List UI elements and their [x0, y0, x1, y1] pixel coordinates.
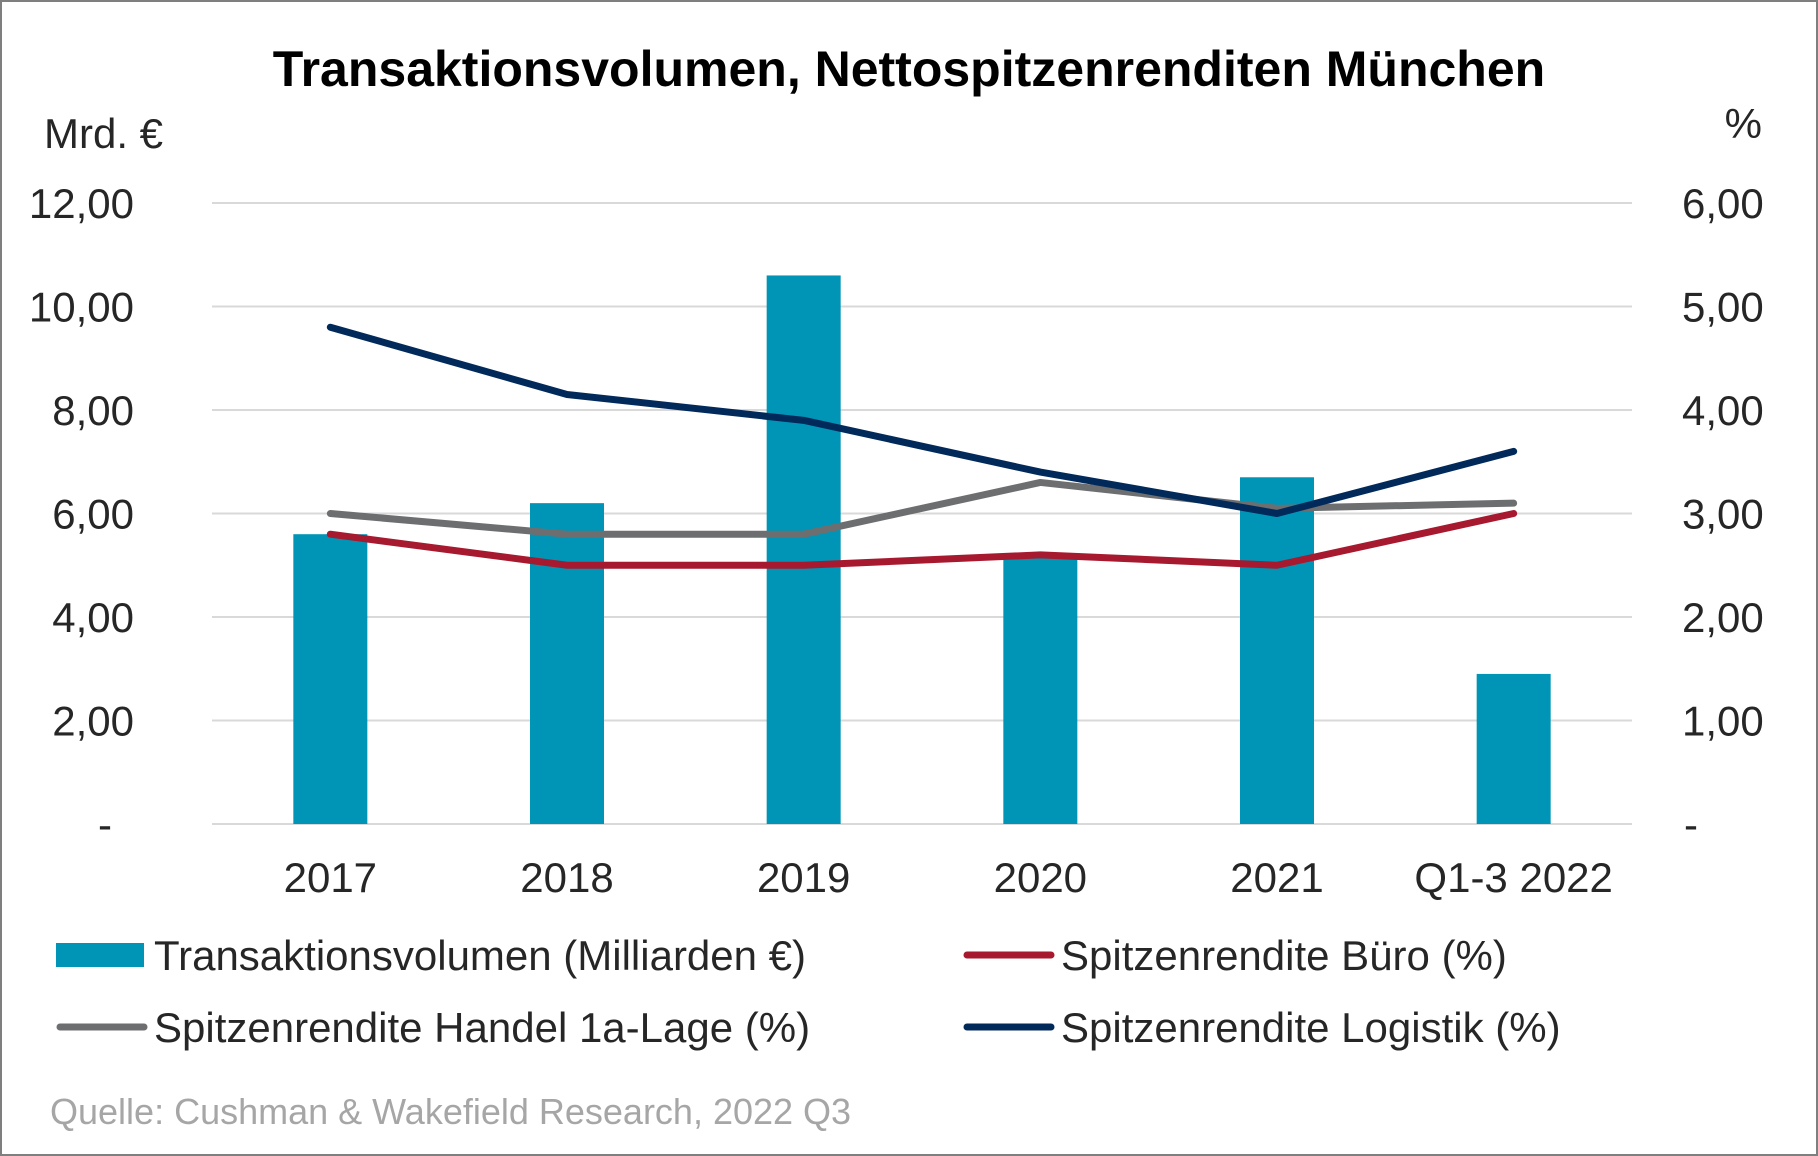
category-label: 2020	[994, 854, 1087, 901]
bar-2019	[766, 275, 841, 824]
legend-label: Spitzenrendite Büro (%)	[1061, 932, 1507, 979]
line-spitzenrendite-logistik	[326, 323, 1518, 517]
category-label: 2019	[757, 854, 850, 901]
category-label: 2021	[1230, 854, 1323, 901]
left-tick-label: 4,00	[52, 594, 134, 641]
right-tick-label: 6,00	[1682, 180, 1764, 227]
right-tick-label: 2,00	[1682, 594, 1764, 641]
source-note: Quelle: Cushman & Wakefield Research, 20…	[50, 1091, 851, 1132]
bar-2018	[530, 503, 604, 824]
right-tick-label: 4,00	[1682, 387, 1764, 434]
category-label: 2018	[520, 854, 613, 901]
right-tick-label: 3,00	[1682, 491, 1764, 538]
line-series	[326, 323, 1518, 569]
category-label: Q1-3 2022	[1414, 854, 1612, 901]
left-tick-label: 6,00	[52, 491, 134, 538]
bar-series	[293, 275, 1551, 824]
left-tick-label: 12,00	[29, 180, 134, 227]
gridlines	[212, 202, 1632, 825]
legend: Transaktionsvolumen (Milliarden €) Spitze…	[56, 932, 1561, 1051]
bar-2021	[1240, 477, 1314, 824]
legend-label: Spitzenrendite Logistik (%)	[1061, 1004, 1561, 1051]
category-label: 2017	[284, 854, 377, 901]
right-tick-label: -	[1684, 801, 1698, 848]
bar-q1-3-2022	[1476, 673, 1551, 824]
bar-2017	[293, 534, 368, 824]
right-axis-unit: %	[1725, 100, 1762, 147]
legend-swatch	[56, 943, 144, 967]
left-tick-label: -	[98, 801, 112, 848]
chart-title: Transaktionsvolumen, Nettospitzenrendite…	[273, 41, 1545, 97]
legend-label: Spitzenrendite Handel 1a-Lage (%)	[154, 1004, 810, 1051]
bar-2020	[1003, 554, 1078, 824]
line-spitzenrendite-b-ro	[326, 510, 1518, 569]
right-axis-ticks: - 1,00 2,00 3,00 4,00 5,00 6,00	[1682, 180, 1764, 848]
left-tick-label: 8,00	[52, 387, 134, 434]
right-tick-label: 1,00	[1682, 698, 1764, 745]
left-tick-label: 2,00	[52, 698, 134, 745]
category-axis-labels: 2017 2018 2019 2020 2021 Q1-3 2022	[284, 854, 1613, 901]
line-spitzenrendite-handel-1a-lage	[326, 478, 1518, 538]
right-tick-label: 5,00	[1682, 284, 1764, 331]
left-axis-ticks: - 2,00 4,00 6,00 8,00 10,00 12,00	[29, 180, 134, 848]
legend-label: Transaktionsvolumen (Milliarden €)	[154, 932, 806, 979]
left-tick-label: 10,00	[29, 284, 134, 331]
left-axis-unit: Mrd. €	[44, 110, 163, 157]
